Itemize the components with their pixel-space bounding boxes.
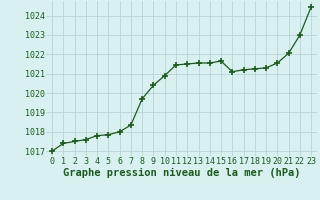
X-axis label: Graphe pression niveau de la mer (hPa): Graphe pression niveau de la mer (hPa): [63, 168, 300, 178]
